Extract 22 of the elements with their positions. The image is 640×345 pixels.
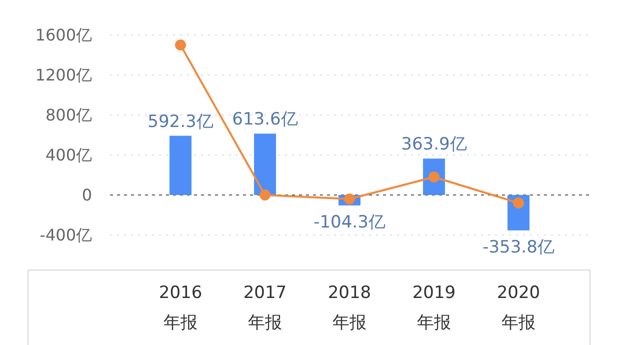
x-tick-label: 2020 年报	[496, 283, 540, 333]
y-tick-label: -400亿	[40, 226, 92, 245]
point	[260, 190, 271, 200]
y-tick-label: 800亿	[45, 106, 92, 125]
y-tick-label: 1600亿	[35, 26, 92, 45]
data-label: -104.3亿	[314, 212, 386, 232]
y-tick-label: 400亿	[45, 146, 92, 165]
point	[175, 40, 186, 50]
data-label: 613.6亿	[232, 110, 298, 130]
point	[344, 194, 355, 204]
x-tick-label: 2018 年报	[328, 283, 372, 333]
data-label: 363.9亿	[401, 134, 467, 155]
x-tick-label: 2017 年报	[243, 283, 287, 333]
data-label: 592.3亿	[148, 112, 214, 132]
bar	[254, 134, 276, 195]
bar	[170, 136, 192, 195]
x-tick-label: 2016 年报	[158, 283, 202, 333]
y-tick-label: 0	[82, 186, 92, 205]
y-tick-label: 1200亿	[35, 66, 92, 85]
data-label: -353.8亿	[482, 237, 554, 258]
x-tick-label: 2019 年报	[412, 283, 456, 333]
point	[512, 198, 524, 208]
